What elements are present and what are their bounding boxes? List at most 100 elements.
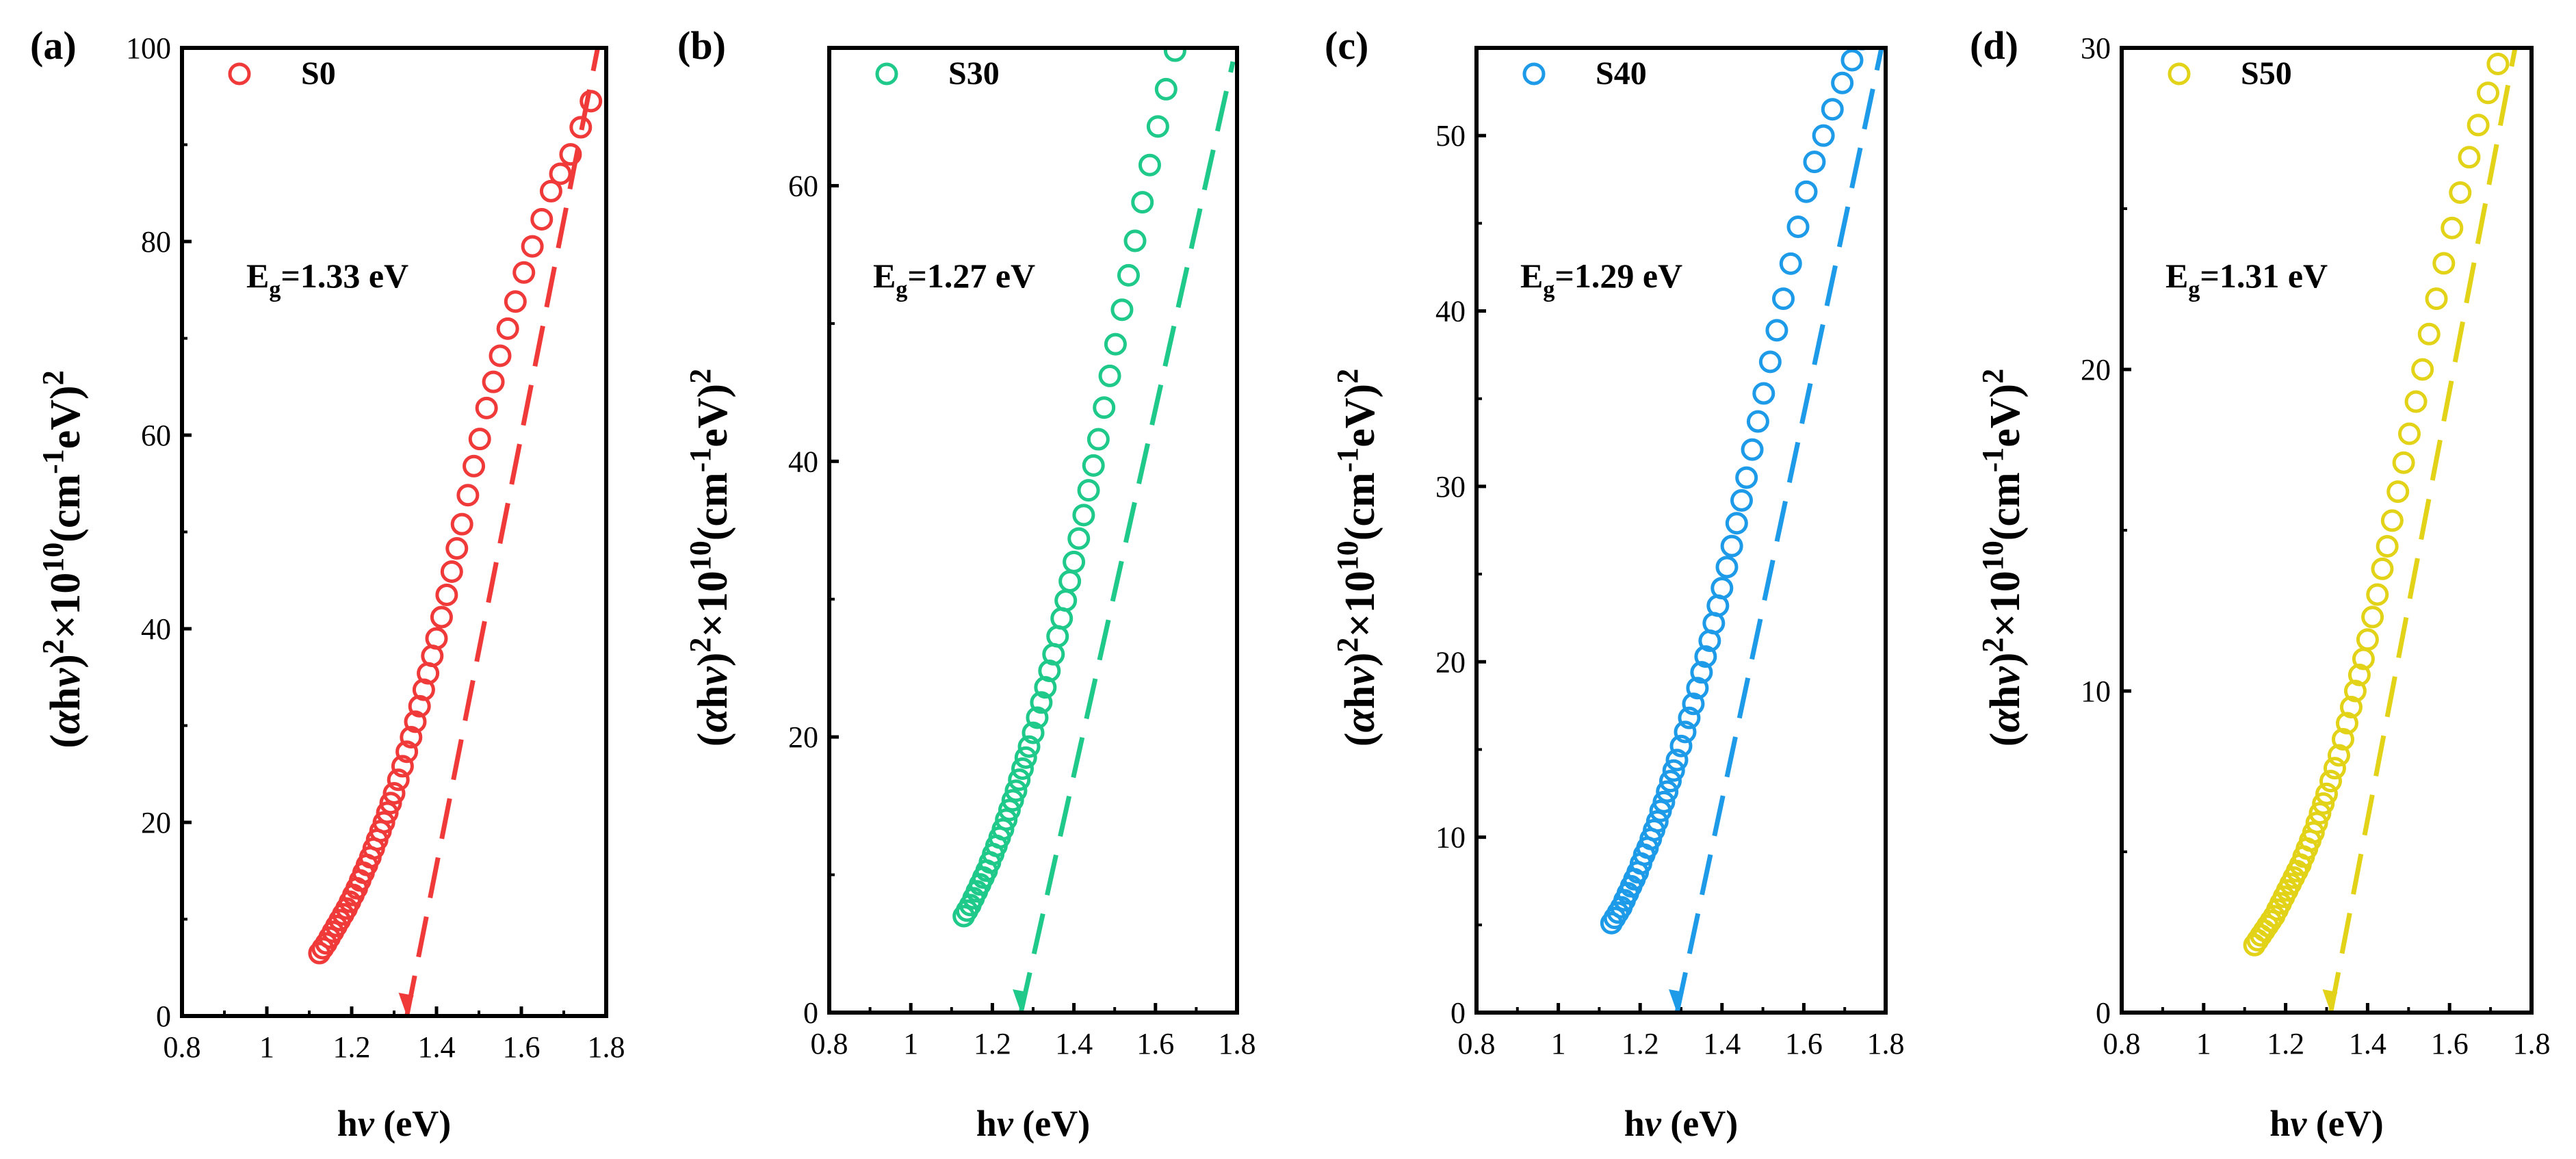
annotation-rest: =1.27 eV [907,257,1035,295]
fit-line [1018,61,1236,1013]
data-point [1662,759,1685,782]
data-point [504,290,527,313]
data-point [2411,358,2434,381]
y-tick-label: 50 [1435,119,1466,153]
y-tick-label: 20 [2081,353,2111,387]
annotation-rest: =1.33 eV [281,257,408,295]
data-point [1795,180,1818,203]
data-point [391,755,414,778]
y-label-paren-open: ( [1982,733,2029,747]
data-point [1765,319,1788,342]
y-label-paren-close: ) [690,653,736,667]
x-tick-label: 1.2 [974,1027,1011,1060]
x-tick-label: 0.8 [1458,1027,1496,1060]
data-point [400,725,423,748]
annotation-sub: g [1543,277,1554,302]
plot-frame [180,46,608,1018]
y-tick-label: 40 [141,612,171,646]
y-label-times: ×10 [1982,571,2029,637]
x-tick-label: 1 [903,1027,918,1060]
y-label-exponent: 10 [1331,541,1364,571]
x-tick-label: 0.8 [2103,1027,2141,1060]
data-point [1067,527,1091,550]
x-label-nu: ν [1645,1103,1662,1144]
data-point [2458,146,2481,169]
y-label-unit-ev: eV) [690,384,736,447]
y-label-nu: ν [1337,666,1383,686]
data-point [1175,11,1194,30]
data-point [376,801,399,824]
data-point [404,710,427,733]
data-point [2392,451,2415,474]
bandgap-annotation: Eg=1.33 eV [246,257,408,302]
y-label-paren-open: ( [690,733,736,747]
data-point [463,454,486,478]
x-tick-label: 1.6 [2431,1027,2469,1060]
y-tick-label: 100 [126,31,171,65]
x-tick-label: 1 [1551,1027,1566,1060]
data-point [1694,645,1717,668]
y-label-exponent: 10 [1976,541,2009,571]
y-tick-label: 30 [1435,470,1466,504]
y-tick-label: 80 [141,225,171,259]
y-label-square: 2 [1976,638,2009,653]
data-point [489,344,512,367]
y-label-nu: ν [42,667,89,687]
x-tick-label: 0.8 [811,1027,848,1060]
data-point [440,560,463,584]
data-point [521,235,544,258]
data-point [995,808,1018,831]
data-point [475,396,498,419]
x-label-h: h [2269,1103,2290,1144]
data-point [2380,509,2404,532]
data-point [2361,605,2384,629]
data-point [1686,677,1709,700]
y-label-h: h [690,686,736,709]
y-label-nu: ν [690,666,736,686]
data-point [569,116,593,139]
data-point [2467,114,2490,137]
data-points [1600,0,1891,935]
data-point [1117,263,1140,287]
y-label-times: ×10 [690,571,736,637]
data-point [1001,789,1024,812]
data-point [395,740,419,764]
data-point [1730,489,1754,512]
data-point [1098,364,1121,387]
data-point [1026,706,1049,729]
legend-label: S50 [2241,55,2292,92]
annotation-sub: g [2188,277,2200,302]
data-point [1014,746,1037,769]
x-label-nu: ν [358,1103,375,1144]
y-label-paren-open: ( [42,734,89,748]
data-point [2376,535,2399,558]
x-tick-label: 1 [2196,1027,2211,1060]
data-point [580,90,603,113]
plot-frame [1474,46,1888,1015]
bandgap-arrow [398,993,414,1016]
data-point [2335,712,2358,735]
data-point [450,512,473,536]
data-point [1872,0,1891,14]
y-label-paren-close: ) [1982,653,2029,667]
data-point [387,768,410,792]
chart-panel-s0: 0.8 1 1.2 1.4 1.6 1.8 0 20 40 60 80 100 (a) S0 Eg=1.33… [30,23,625,1144]
fit-line [404,48,601,1016]
data-points [952,11,1194,928]
y-label-alpha: α [1982,708,2029,733]
data-point [1715,556,1739,579]
data-point [1104,333,1127,356]
data-point [991,818,1015,841]
data-point [2343,679,2367,703]
data-point [559,143,582,166]
y-label-unit-square: 2 [36,370,70,385]
data-point [1017,735,1041,758]
bandgap-arrow [1013,989,1028,1013]
data-point [2425,287,2448,311]
legend-label: S0 [301,55,336,92]
y-label-times: ×10 [1337,571,1383,637]
data-point [2417,322,2441,346]
data-point [2366,583,2389,606]
data-point [512,261,536,284]
bandgap-annotation: Eg=1.29 eV [1520,257,1682,302]
